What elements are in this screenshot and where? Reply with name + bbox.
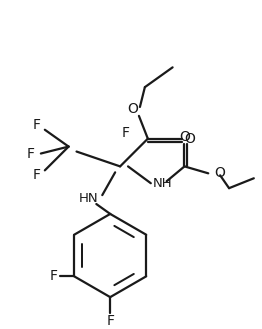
Text: HN: HN — [79, 191, 98, 205]
Text: O: O — [128, 102, 138, 116]
Text: F: F — [33, 168, 41, 182]
Text: O: O — [179, 130, 190, 144]
Text: O: O — [214, 166, 225, 180]
Text: F: F — [49, 269, 57, 283]
Text: O: O — [184, 132, 195, 146]
Text: F: F — [27, 146, 35, 161]
Text: F: F — [106, 314, 114, 328]
Text: NH: NH — [153, 177, 172, 190]
Text: F: F — [33, 118, 41, 132]
Text: F: F — [122, 126, 130, 140]
